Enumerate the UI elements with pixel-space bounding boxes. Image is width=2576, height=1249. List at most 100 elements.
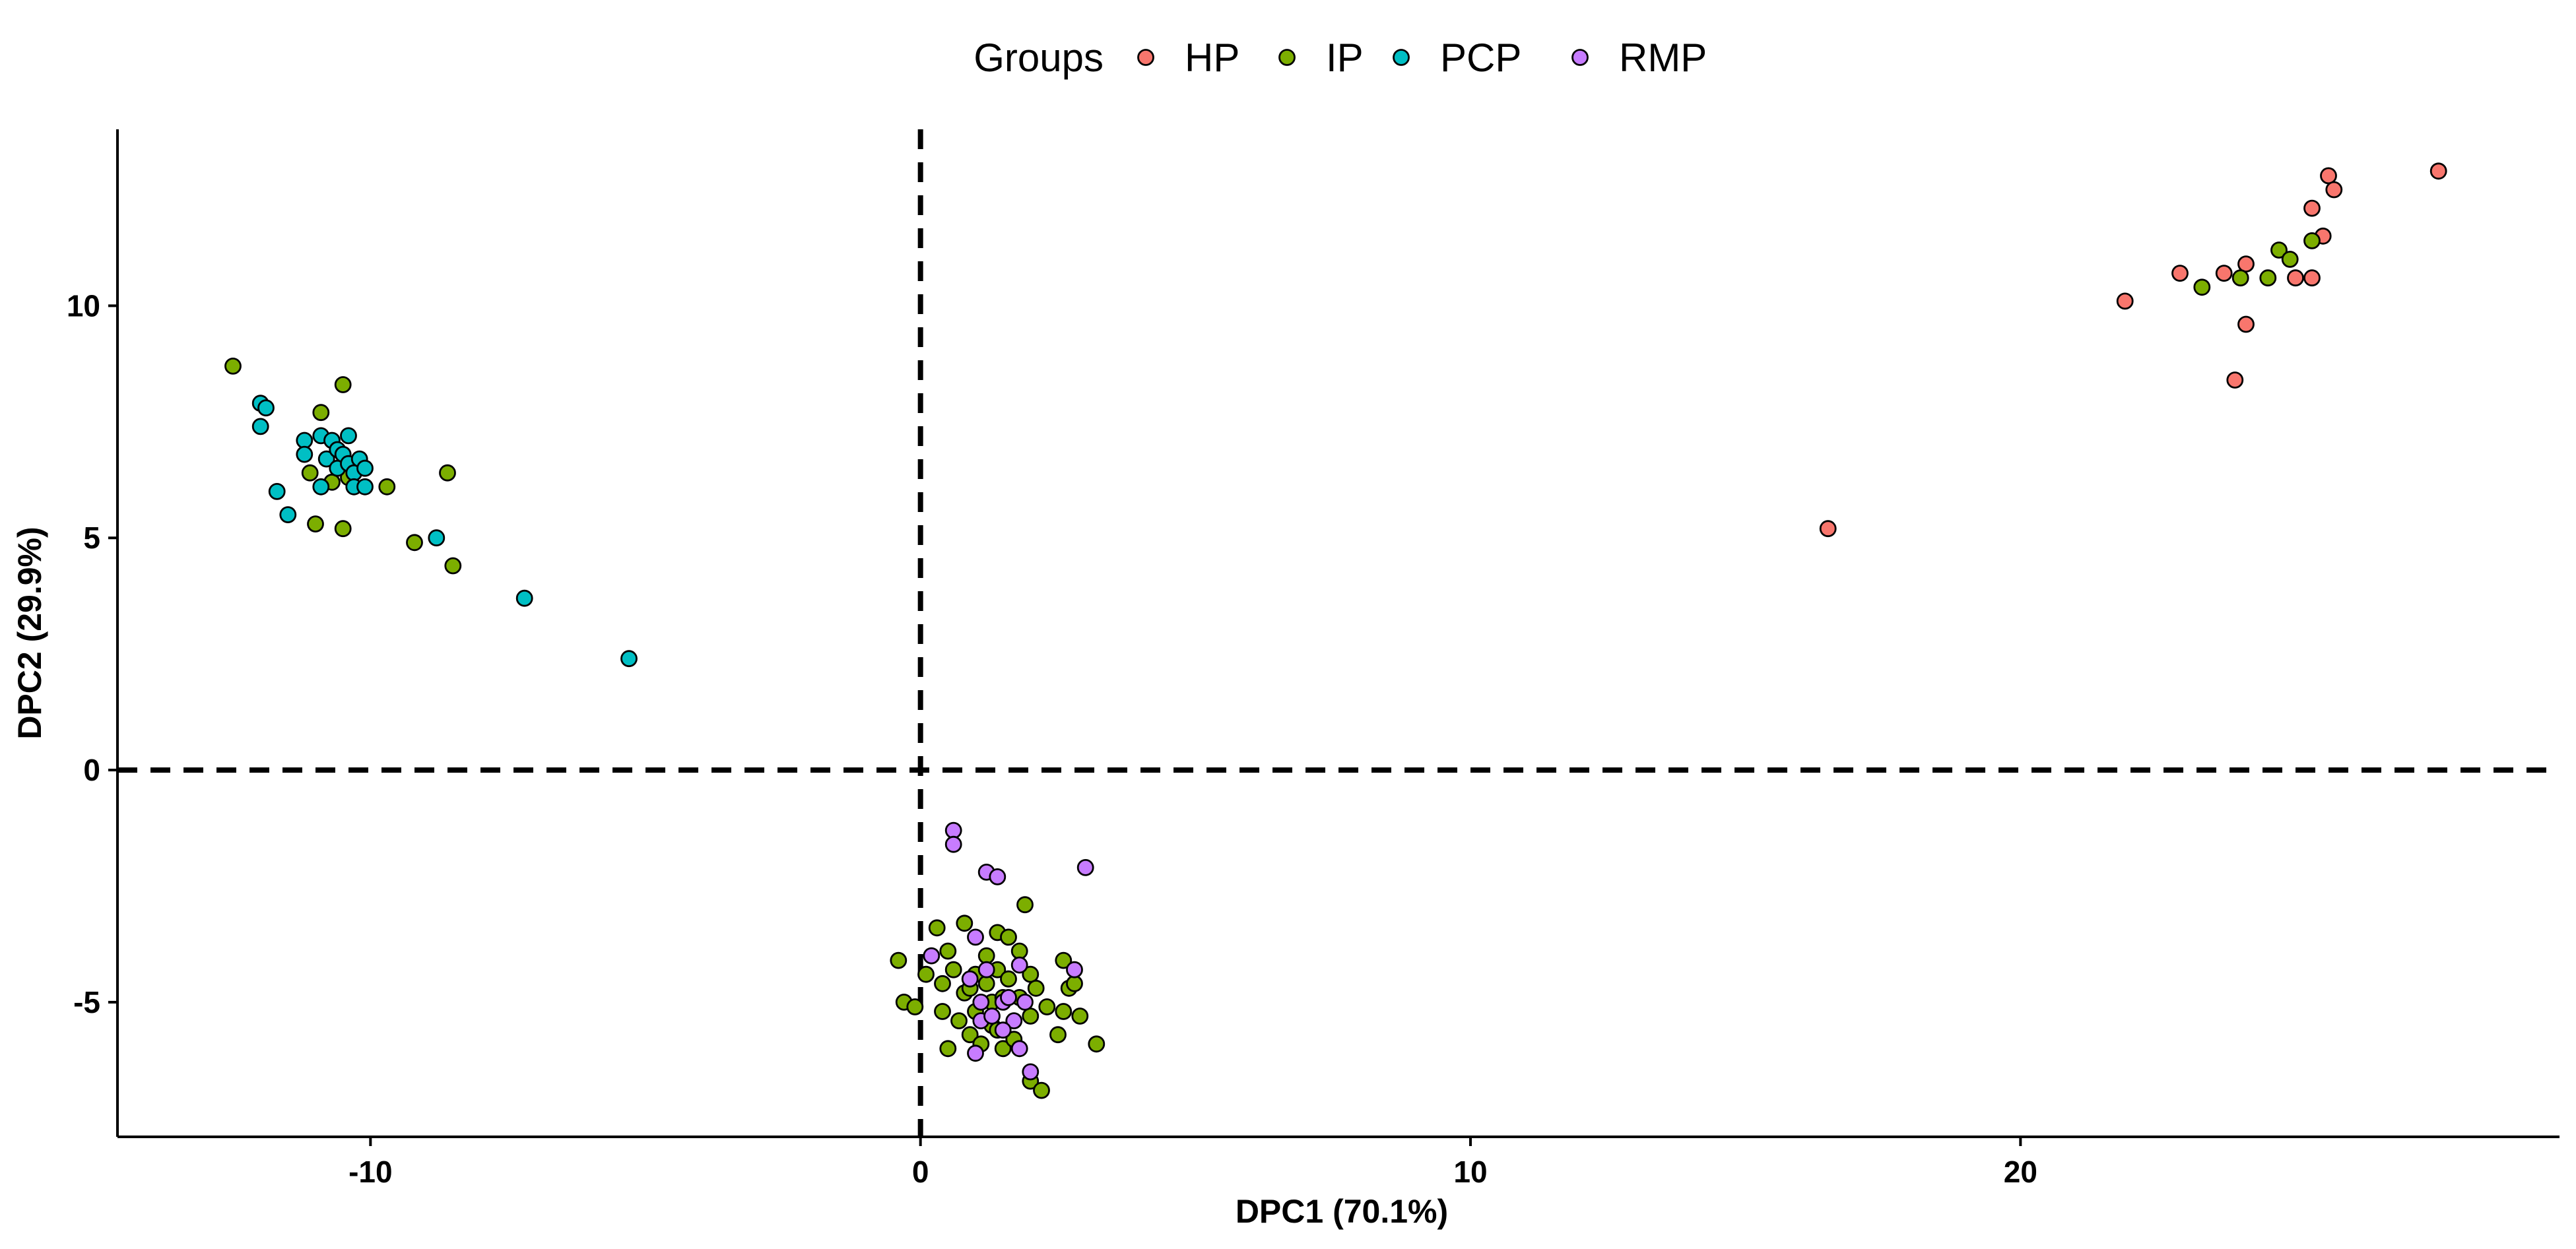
point-pcp: [296, 432, 314, 449]
point-rmp: [1022, 1063, 1040, 1081]
point-rmp: [1010, 1040, 1028, 1058]
point-ip: [944, 961, 962, 978]
y-axis-title: DPC2 (29.9%): [11, 527, 48, 739]
point-ip: [2231, 269, 2249, 287]
point-ip: [934, 975, 951, 992]
y-tick-label: 0: [83, 753, 100, 787]
point-ip: [307, 515, 324, 532]
point-ip: [956, 914, 974, 932]
point-hp: [2237, 315, 2255, 333]
point-ip: [1027, 979, 1045, 997]
point-hp: [2171, 265, 2189, 282]
point-pcp: [620, 650, 638, 668]
point-pcp: [356, 478, 374, 496]
point-rmp: [961, 970, 979, 988]
point-ip: [2193, 278, 2211, 296]
point-rmp: [989, 868, 1007, 885]
point-hp: [2287, 269, 2304, 287]
point-rmp: [983, 1008, 1001, 1025]
y-tick-label: 10: [67, 288, 100, 323]
point-rmp: [967, 928, 984, 946]
point-hp: [2429, 162, 2447, 180]
legend-item-hp: HP: [1137, 36, 1239, 80]
point-rmp: [944, 835, 962, 853]
point-pcp: [317, 450, 335, 468]
x-tick-label: -10: [348, 1155, 392, 1189]
point-rmp: [1016, 994, 1034, 1011]
y-tick-label: 5: [83, 521, 100, 555]
point-ip: [301, 464, 319, 482]
point-rmp: [1005, 1012, 1023, 1029]
point-rmp: [923, 947, 941, 965]
point-ip: [1088, 1035, 1106, 1053]
point-ip: [1016, 896, 1034, 914]
point-ip: [334, 520, 352, 538]
point-pcp: [515, 589, 533, 607]
legend-label-pcp: PCP: [1440, 36, 1521, 80]
point-hp: [2215, 265, 2233, 282]
point-pcp: [251, 418, 269, 435]
point-ip: [939, 1040, 957, 1058]
point-rmp: [1010, 956, 1028, 974]
point-ip: [977, 975, 995, 992]
point-pcp: [428, 529, 446, 547]
point-pcp: [296, 445, 314, 463]
point-hp: [2303, 199, 2321, 217]
point-ip: [2270, 241, 2288, 259]
x-tick-label: 0: [912, 1155, 929, 1189]
point-rmp: [1076, 859, 1094, 876]
plot-area: -10 0 10 20 -5 0 5 10: [67, 129, 2559, 1189]
point-ip: [1033, 1081, 1050, 1099]
legend-item-pcp: PCP: [1393, 36, 1521, 80]
point-pcp: [268, 483, 286, 500]
point-ip: [1038, 998, 1056, 1015]
point-ip: [378, 478, 396, 496]
point-ip: [2259, 269, 2277, 287]
x-axis-title: DPC1 (70.1%): [1236, 1193, 1448, 1230]
point-hp: [2237, 255, 2255, 273]
point-rmp: [972, 994, 990, 1011]
point-ip: [312, 404, 330, 422]
point-hp: [2320, 167, 2337, 185]
point-hp: [2325, 181, 2343, 199]
legend-key-rmp: [1571, 49, 1589, 66]
point-ip: [950, 1012, 968, 1029]
point-ip: [444, 557, 462, 575]
point-ip: [2281, 251, 2299, 268]
point-pcp: [257, 399, 275, 417]
point-rmp: [994, 1021, 1012, 1039]
point-pcp: [279, 506, 297, 523]
point-ip: [994, 1040, 1012, 1058]
point-ip: [2303, 232, 2321, 249]
point-ip: [1066, 975, 1083, 992]
point-rmp: [1066, 961, 1083, 978]
point-ip: [1000, 970, 1017, 988]
point-ip: [906, 998, 924, 1015]
point-ip: [928, 919, 946, 937]
point-ip: [224, 358, 242, 375]
point-hp: [2303, 269, 2321, 287]
y-tick-label: -5: [73, 985, 100, 1019]
point-hp: [2116, 292, 2134, 310]
legend-key-pcp: [1393, 49, 1410, 66]
point-ip: [977, 947, 995, 965]
point-hp: [1819, 520, 1837, 538]
legend-key-ip: [1278, 49, 1296, 66]
point-ip: [1071, 1008, 1089, 1025]
point-pcp: [312, 478, 330, 496]
point-ip: [890, 951, 908, 969]
point-ip: [1022, 1008, 1040, 1025]
legend-label-hp: HP: [1185, 36, 1239, 80]
x-tick-label: 20: [2004, 1155, 2037, 1189]
point-rmp: [944, 821, 962, 839]
point-rmp: [1000, 989, 1017, 1006]
legend-title: Groups: [974, 36, 1104, 80]
point-ip: [1000, 928, 1017, 946]
point-ip: [1010, 942, 1028, 960]
legend-label-ip: IP: [1326, 36, 1364, 80]
legend: Groups HP IP PCP RMP: [974, 36, 1707, 80]
point-ip: [939, 942, 957, 960]
point-ip: [1055, 1003, 1073, 1020]
point-ip: [961, 1026, 979, 1044]
